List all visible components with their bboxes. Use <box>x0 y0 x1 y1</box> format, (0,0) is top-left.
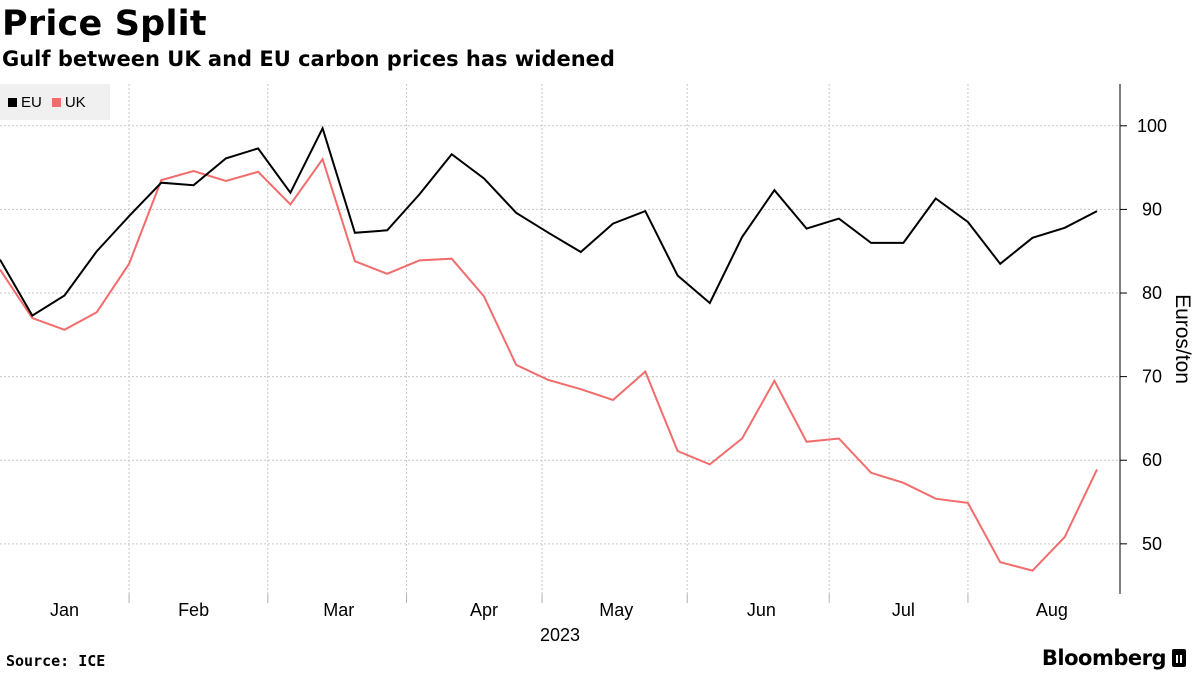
xtick-label-jun: Jun <box>747 600 776 620</box>
ytick-label-60: 60 <box>1142 450 1162 470</box>
legend-swatch-uk <box>51 97 61 107</box>
brand-name: Bloomberg <box>1041 646 1167 670</box>
legend-item-uk: UK <box>51 93 86 111</box>
ytick-label-80: 80 <box>1142 283 1162 303</box>
legend-label-eu: EU <box>21 93 42 111</box>
xtick-label-apr: Apr <box>470 600 498 620</box>
ytick-label-90: 90 <box>1142 199 1162 219</box>
axes <box>128 84 1127 603</box>
ytick-label-70: 70 <box>1142 367 1162 387</box>
series-line-uk <box>0 156 1098 572</box>
xtick-label-jan: Jan <box>50 600 79 620</box>
xtick-label-may: May <box>599 600 633 620</box>
ytick-label-50: 50 <box>1142 534 1162 554</box>
xtick-label-mar: Mar <box>323 600 354 620</box>
xtick-label-jul: Jul <box>892 600 915 620</box>
tick-labels: 50 60 70 80 90 100 Jan Feb Mar Apr May Jun Jul Aug 202… <box>50 116 1194 645</box>
ytick-label-100: 100 <box>1137 116 1167 136</box>
legend-item-eu: EU <box>8 94 42 111</box>
y-axis-title: Euros/ton <box>1171 294 1194 384</box>
legend: EU UK <box>0 84 110 120</box>
source-note: Source: ICE <box>6 652 106 670</box>
grid <box>0 84 1120 594</box>
series-layer <box>0 125 1098 572</box>
legend-swatch-eu <box>8 97 17 107</box>
chart-title: Price Split <box>2 4 207 44</box>
brand-logo: Bloomberg <box>1042 646 1186 670</box>
series-line-eu <box>0 125 1098 317</box>
legend-label-uk: UK <box>64 93 86 111</box>
xtick-label-aug: Aug <box>1036 600 1068 620</box>
x-axis-year-label: 2023 <box>540 625 580 645</box>
chart-subtitle: Gulf between UK and EU carbon prices has… <box>2 47 615 71</box>
xtick-label-feb: Feb <box>178 600 209 620</box>
bloomberg-terminal-icon <box>1172 649 1186 667</box>
